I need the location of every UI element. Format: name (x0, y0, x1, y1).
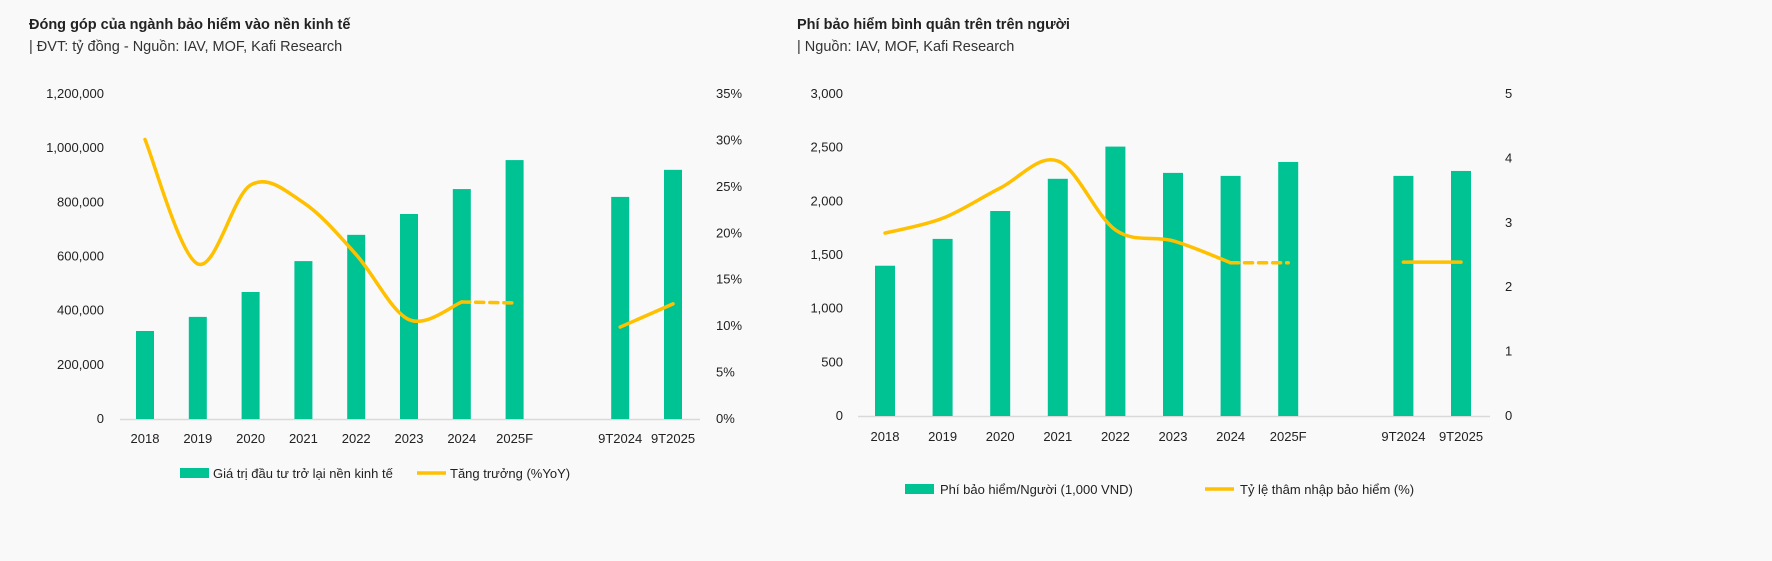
x-tick-label: 2019 (183, 431, 212, 446)
y-left-tick-label: 2,000 (810, 193, 843, 208)
line-series-9t (618, 302, 675, 329)
line-series-forecast (460, 300, 517, 305)
y-right-tick-label: 4 (1505, 150, 1512, 165)
y-right-tick-label: 2 (1505, 279, 1512, 294)
chart1-subtitle: | ĐVT: tỷ đồng - Nguồn: IAV, MOF, Kafi R… (29, 39, 343, 55)
y-right-tick-label: 10% (716, 318, 742, 333)
y-left-tick-label: 3,000 (810, 86, 843, 101)
bar-2024 (452, 189, 471, 419)
bar-9T2024 (611, 196, 630, 419)
line-series-actual (143, 137, 464, 324)
bar-9T2025 (1451, 170, 1471, 416)
bar-2021 (1047, 178, 1068, 416)
y-right-tick-label: 15% (716, 272, 742, 287)
y-right-tick-label: 30% (716, 132, 742, 147)
bar-2020 (241, 291, 260, 419)
y-left-tick-label: 500 (821, 354, 843, 369)
x-tick-label: 2021 (1043, 429, 1072, 444)
x-tick-label: 9T2025 (651, 431, 695, 446)
bar-2019 (188, 316, 207, 419)
y-right-tick-label: 0 (1505, 408, 1512, 423)
y-right-tick-label: 1 (1505, 344, 1512, 359)
legend-bar-label: Phí bảo hiểm/Người (1,000 VND) (940, 482, 1133, 497)
x-tick-label: 2019 (928, 429, 957, 444)
bar-2018 (136, 330, 154, 419)
x-tick-label: 2023 (1159, 429, 1188, 444)
y-left-tick-label: 2,500 (810, 140, 843, 155)
bar-2019 (932, 238, 953, 416)
line-series-actual (883, 158, 1233, 265)
bar-2022 (1105, 146, 1126, 417)
x-tick-label: 9T2024 (598, 431, 642, 446)
y-right-tick-label: 5% (716, 365, 735, 380)
x-tick-label: 2020 (236, 431, 265, 446)
x-tick-label: 2020 (986, 429, 1015, 444)
y-left-tick-label: 0 (97, 411, 104, 426)
legend-bar-swatch (180, 468, 209, 478)
bar-2022 (347, 234, 366, 419)
bar-2025F (1278, 161, 1299, 416)
y-left-tick-label: 1,200,000 (46, 86, 104, 101)
x-tick-label: 2021 (289, 431, 318, 446)
y-left-tick-label: 600,000 (57, 249, 104, 264)
y-left-tick-label: 1,000 (810, 301, 843, 316)
y-right-tick-label: 35% (716, 86, 742, 101)
bar-9T2024 (1393, 175, 1414, 416)
legend-bar-label: Giá trị đầu tư trở lại nền kinh tế (213, 466, 394, 481)
x-tick-label: 2018 (131, 431, 160, 446)
y-right-tick-label: 25% (716, 179, 742, 194)
y-right-tick-label: 5 (1505, 86, 1512, 101)
y-left-tick-label: 200,000 (57, 357, 104, 372)
bar-2023 (400, 213, 418, 419)
y-left-tick-label: 800,000 (57, 194, 104, 209)
y-left-tick-label: 400,000 (57, 303, 104, 318)
legend-line-label: Tăng trưởng (%YoY) (450, 466, 570, 481)
x-tick-label: 2022 (342, 431, 371, 446)
x-tick-label: 2024 (447, 431, 476, 446)
y-left-tick-label: 0 (836, 408, 843, 423)
x-tick-label: 2018 (871, 429, 900, 444)
bar-2018 (875, 265, 895, 416)
x-tick-label: 2024 (1216, 429, 1245, 444)
x-tick-label: 2023 (395, 431, 424, 446)
y-left-tick-label: 1,000,000 (46, 140, 104, 155)
bar-2024 (1220, 175, 1241, 416)
legend-line-label: Tỷ lệ thâm nhập bảo hiểm (%) (1240, 482, 1414, 497)
y-right-tick-label: 20% (716, 225, 742, 240)
bar-9T2025 (664, 169, 682, 419)
bar-2020 (990, 210, 1011, 416)
x-tick-label: 2022 (1101, 429, 1130, 444)
chart2-subtitle: | Nguồn: IAV, MOF, Kafi Research (797, 39, 1015, 55)
x-tick-label: 2025F (1270, 429, 1307, 444)
chart1-title: Đóng góp của ngành bảo hiểm vào nền kinh… (29, 17, 351, 33)
y-left-tick-label: 1,500 (810, 247, 843, 262)
bar-2023 (1163, 172, 1183, 416)
y-right-tick-label: 0% (716, 411, 735, 426)
legend-bar-swatch (905, 484, 934, 494)
x-tick-label: 2025F (496, 431, 533, 446)
y-right-tick-label: 3 (1505, 215, 1512, 230)
x-tick-label: 9T2024 (1381, 429, 1425, 444)
x-tick-label: 9T2025 (1439, 429, 1483, 444)
bar-2021 (294, 261, 313, 419)
chart2-title: Phí bảo hiểm bình quân trên trên người (797, 17, 1070, 33)
bar-2025F (505, 160, 524, 420)
